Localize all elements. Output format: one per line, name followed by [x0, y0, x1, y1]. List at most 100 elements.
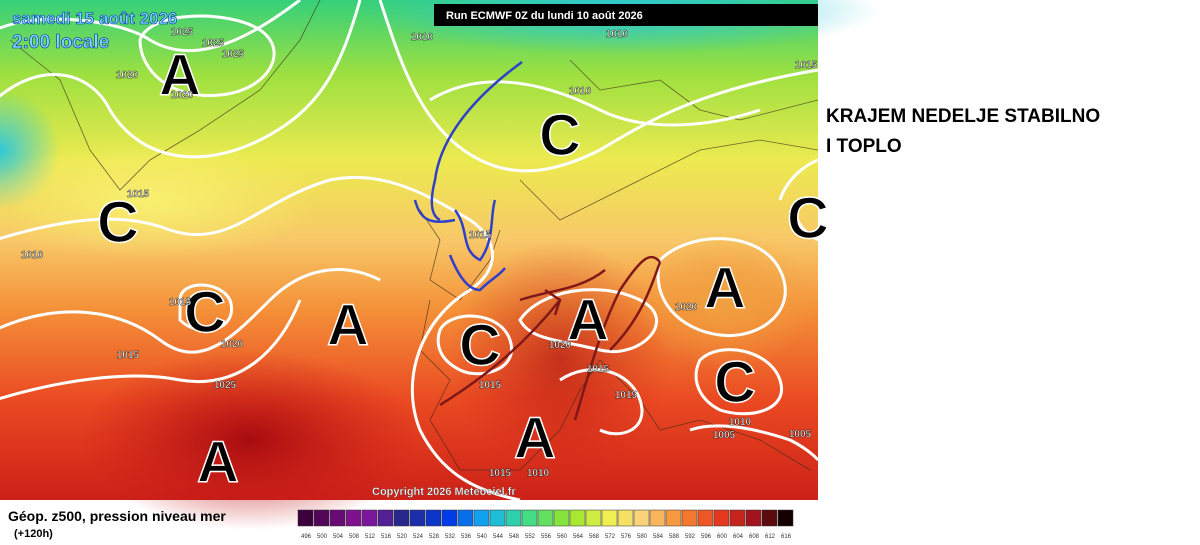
- pressure-system: A: [567, 288, 609, 353]
- scale-swatch: [697, 509, 714, 527]
- map: Run ECMWF 0Z du lundi 10 août 2026 samed…: [0, 0, 880, 530]
- scale-label: 600: [717, 534, 728, 540]
- run-info: Run ECMWF 0Z du lundi 10 août 2026: [446, 10, 643, 22]
- scale-swatch: [537, 509, 554, 527]
- isobar-label: 1025: [202, 38, 225, 49]
- scale-swatch: [681, 509, 698, 527]
- scale-label: 496: [301, 534, 312, 540]
- scale-swatch: [329, 509, 346, 527]
- scale-label: 572: [605, 534, 616, 540]
- scale-swatch: [425, 509, 442, 527]
- scale-swatch: [393, 509, 410, 527]
- scale-swatch: [745, 509, 762, 527]
- scale-swatch: [729, 509, 746, 527]
- scale-label: 588: [669, 534, 680, 540]
- scale-swatch: [489, 509, 506, 527]
- date: samedi 15 août 2026: [12, 9, 177, 28]
- pressure-system: C: [459, 313, 501, 378]
- scale-swatch: [761, 509, 778, 527]
- scale-label: 544: [493, 534, 504, 540]
- scale-swatch: [313, 509, 330, 527]
- isobar-label: 1020: [221, 339, 244, 350]
- isobar-label: 1015: [795, 60, 818, 71]
- isobar-label: 1015: [615, 390, 638, 401]
- scale-swatch: [521, 509, 538, 527]
- scale-swatch: [777, 509, 794, 527]
- scale-swatch: [473, 509, 490, 527]
- scale-swatch: [713, 509, 730, 527]
- isobar-label: 1010: [21, 250, 44, 261]
- isobar-label: 1020: [675, 302, 698, 313]
- pressure-system: C: [787, 186, 829, 251]
- copyright: Copyright 2026 Meteociel.fr: [372, 486, 516, 498]
- scale-label: 568: [589, 534, 600, 540]
- pressure-system: A: [197, 430, 239, 495]
- scale-swatch: [617, 509, 634, 527]
- scale-swatch: [441, 509, 458, 527]
- scale-label: 560: [557, 534, 568, 540]
- scale-swatch: [377, 509, 394, 527]
- isobar-label: 1020: [116, 70, 139, 81]
- scale-swatch: [585, 509, 602, 527]
- scale-label: 596: [701, 534, 712, 540]
- scale-swatch: [505, 509, 522, 527]
- scale-label: 584: [653, 534, 664, 540]
- isobar-label: 1010: [411, 32, 434, 43]
- scale-label: 508: [349, 534, 360, 540]
- pressure-system: A: [327, 293, 369, 358]
- scale-label: 504: [333, 534, 344, 540]
- scale-swatch: [345, 509, 362, 527]
- scale-label: 512: [365, 534, 376, 540]
- scale-label: 580: [637, 534, 648, 540]
- isobar-label: 1025: [222, 49, 245, 60]
- isobar-label: 1015: [489, 468, 512, 479]
- scale-swatch: [457, 509, 474, 527]
- legend-lead: (+120h): [14, 528, 53, 540]
- scale-label: 612: [765, 534, 776, 540]
- pressure-system: C: [714, 350, 756, 415]
- isobar-label: 1020: [549, 340, 572, 351]
- color-scale: 496 500 504 508 512 516 520 524 528 532 536 540 544 5…: [297, 509, 794, 540]
- scale-label: 548: [509, 534, 520, 540]
- scale-label: 616: [781, 534, 792, 540]
- isobar-label: 1015: [127, 189, 150, 200]
- scale-swatch: [601, 509, 618, 527]
- scale-label: 608: [749, 534, 760, 540]
- pressure-system: A: [159, 43, 201, 108]
- scale-label: 576: [621, 534, 632, 540]
- isobar-label: 1015: [169, 297, 192, 308]
- scale-label: 520: [397, 534, 408, 540]
- scale-swatch: [633, 509, 650, 527]
- isobar-label: 1010: [729, 417, 752, 428]
- pressure-system: A: [704, 256, 746, 321]
- time: 2:00 locale: [12, 32, 109, 53]
- scale-swatch: [553, 509, 570, 527]
- scale-swatch: [649, 509, 666, 527]
- scale-label: 532: [445, 534, 456, 540]
- isobar-label: 1005: [713, 430, 736, 441]
- isobar-label: 1005: [789, 429, 812, 440]
- isobar-label: 1015: [587, 364, 610, 375]
- scale-label: 536: [461, 534, 472, 540]
- isobar-label: 1025: [214, 380, 237, 391]
- isobar-label: 1015: [469, 230, 492, 241]
- isobar-label: 1010: [606, 29, 629, 40]
- pressure-system: C: [97, 190, 139, 255]
- pressure-system: C: [184, 280, 226, 345]
- scale-swatch: [361, 509, 378, 527]
- scale-swatch: [569, 509, 586, 527]
- scale-swatch: [665, 509, 682, 527]
- scale-label: 552: [525, 534, 536, 540]
- isobar-label: 1020: [171, 90, 194, 101]
- scale-label: 564: [573, 534, 584, 540]
- annotation: I TOPLO: [826, 136, 902, 157]
- scale-label: 524: [413, 534, 424, 540]
- pressure-system: A: [514, 406, 556, 471]
- isobar-label: 1010: [569, 86, 592, 97]
- isobar-label: 1025: [171, 27, 194, 38]
- scale-swatch: [409, 509, 426, 527]
- scale-label: 556: [541, 534, 552, 540]
